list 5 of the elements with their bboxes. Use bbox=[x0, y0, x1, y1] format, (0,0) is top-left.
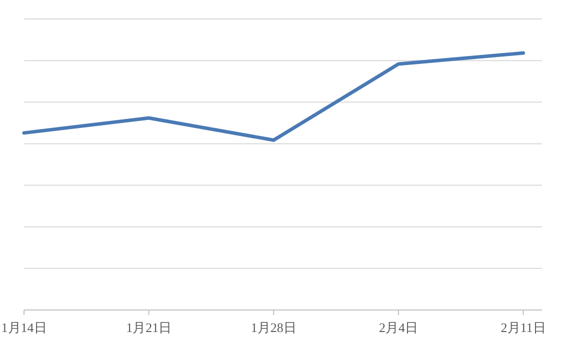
x-tick-label: 2月11日 bbox=[500, 320, 546, 335]
x-tick-label: 1月21日 bbox=[126, 320, 172, 335]
x-tick-label: 2月4日 bbox=[378, 320, 418, 335]
x-tick-label: 1月28日 bbox=[250, 320, 296, 335]
x-tick-label: 1月14日 bbox=[1, 320, 47, 335]
